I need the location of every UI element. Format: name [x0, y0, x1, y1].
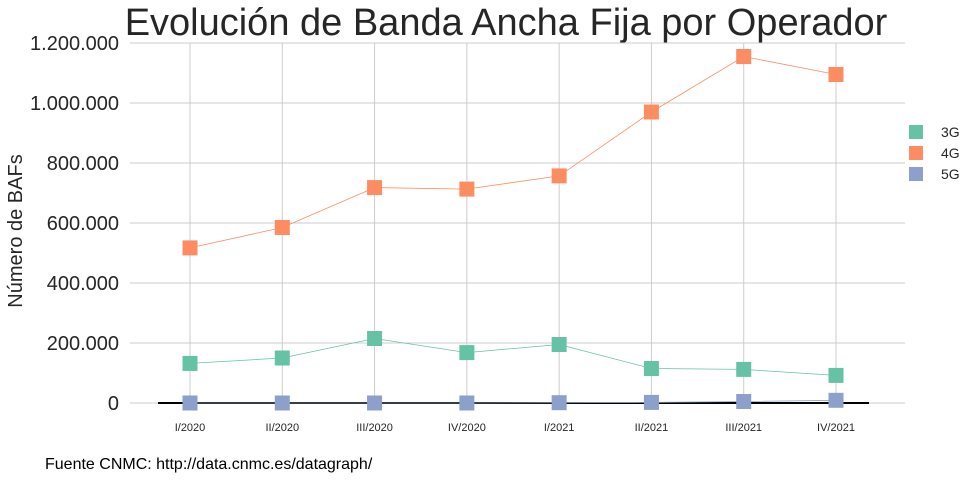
- data-point: [551, 337, 567, 352]
- x-tick-label: IV/2021: [817, 422, 855, 434]
- x-tick-label: III/2021: [725, 422, 762, 434]
- x-tick-label: II/2020: [265, 422, 299, 434]
- legend-swatch: [909, 167, 923, 181]
- data-point: [274, 350, 290, 366]
- data-point: [551, 395, 567, 411]
- data-point: [459, 345, 475, 361]
- y-tick-label: 400.000: [47, 273, 119, 295]
- legend-label: 4G: [941, 145, 960, 161]
- data-point: [736, 394, 752, 409]
- y-axis-label: Número de BAFs: [5, 154, 27, 307]
- x-axis-ticks: I/2020 II/2020 III/2020 IV/2020 I/2021 II/202…: [175, 422, 855, 434]
- y-tick-label: 200.000: [47, 333, 119, 355]
- series: [182, 49, 844, 411]
- x-tick-label: I/2020: [175, 422, 206, 434]
- data-point: [551, 168, 567, 184]
- data-point: [828, 392, 844, 408]
- data-point: [643, 104, 659, 120]
- data-point: [828, 367, 844, 383]
- source-caption: Fuente CNMC: http://data.cnmc.es/datagra…: [45, 456, 373, 473]
- data-point: [182, 395, 198, 411]
- x-tick-label: III/2020: [356, 422, 393, 434]
- series-4G: [182, 49, 844, 256]
- y-tick-label: 1.000.000: [30, 93, 119, 115]
- y-tick-label: 800.000: [47, 153, 119, 175]
- series-line: [189, 56, 837, 249]
- series-line: [190, 399, 837, 404]
- x-tick-label: IV/2020: [448, 422, 486, 434]
- x-tick-label: I/2021: [544, 422, 575, 434]
- y-axis-ticks: 0 200.000 400.000 600.000 800.000 1.000.000 1.…: [30, 33, 119, 415]
- data-point: [828, 67, 844, 82]
- data-point: [367, 180, 383, 196]
- legend-label: 3G: [941, 124, 960, 140]
- data-point: [736, 49, 752, 64]
- y-tick-label: 600.000: [47, 213, 119, 235]
- legend-swatch: [909, 146, 923, 160]
- legend-label: 5G: [941, 166, 960, 182]
- grid: [130, 42, 905, 404]
- data-point: [182, 240, 198, 256]
- data-point: [274, 220, 290, 235]
- series-5G: [182, 392, 844, 411]
- data-point: [367, 395, 383, 411]
- x-tick-label: II/2021: [635, 422, 669, 434]
- data-point: [182, 355, 198, 371]
- data-point: [274, 395, 290, 411]
- series-line: [189, 338, 837, 376]
- data-point: [736, 361, 752, 377]
- series-3G: [182, 331, 844, 383]
- data-point: [459, 395, 475, 411]
- chart-title: Evolución de Banda Ancha Fija por Operad…: [125, 2, 888, 44]
- legend: 3G 4G 5G: [909, 124, 960, 182]
- data-point: [643, 394, 659, 410]
- data-point: [367, 331, 383, 346]
- data-point: [459, 181, 475, 197]
- y-tick-label: 1.200.000: [30, 33, 119, 55]
- legend-swatch: [909, 125, 923, 139]
- data-point: [643, 361, 659, 376]
- y-tick-label: 0: [108, 393, 119, 415]
